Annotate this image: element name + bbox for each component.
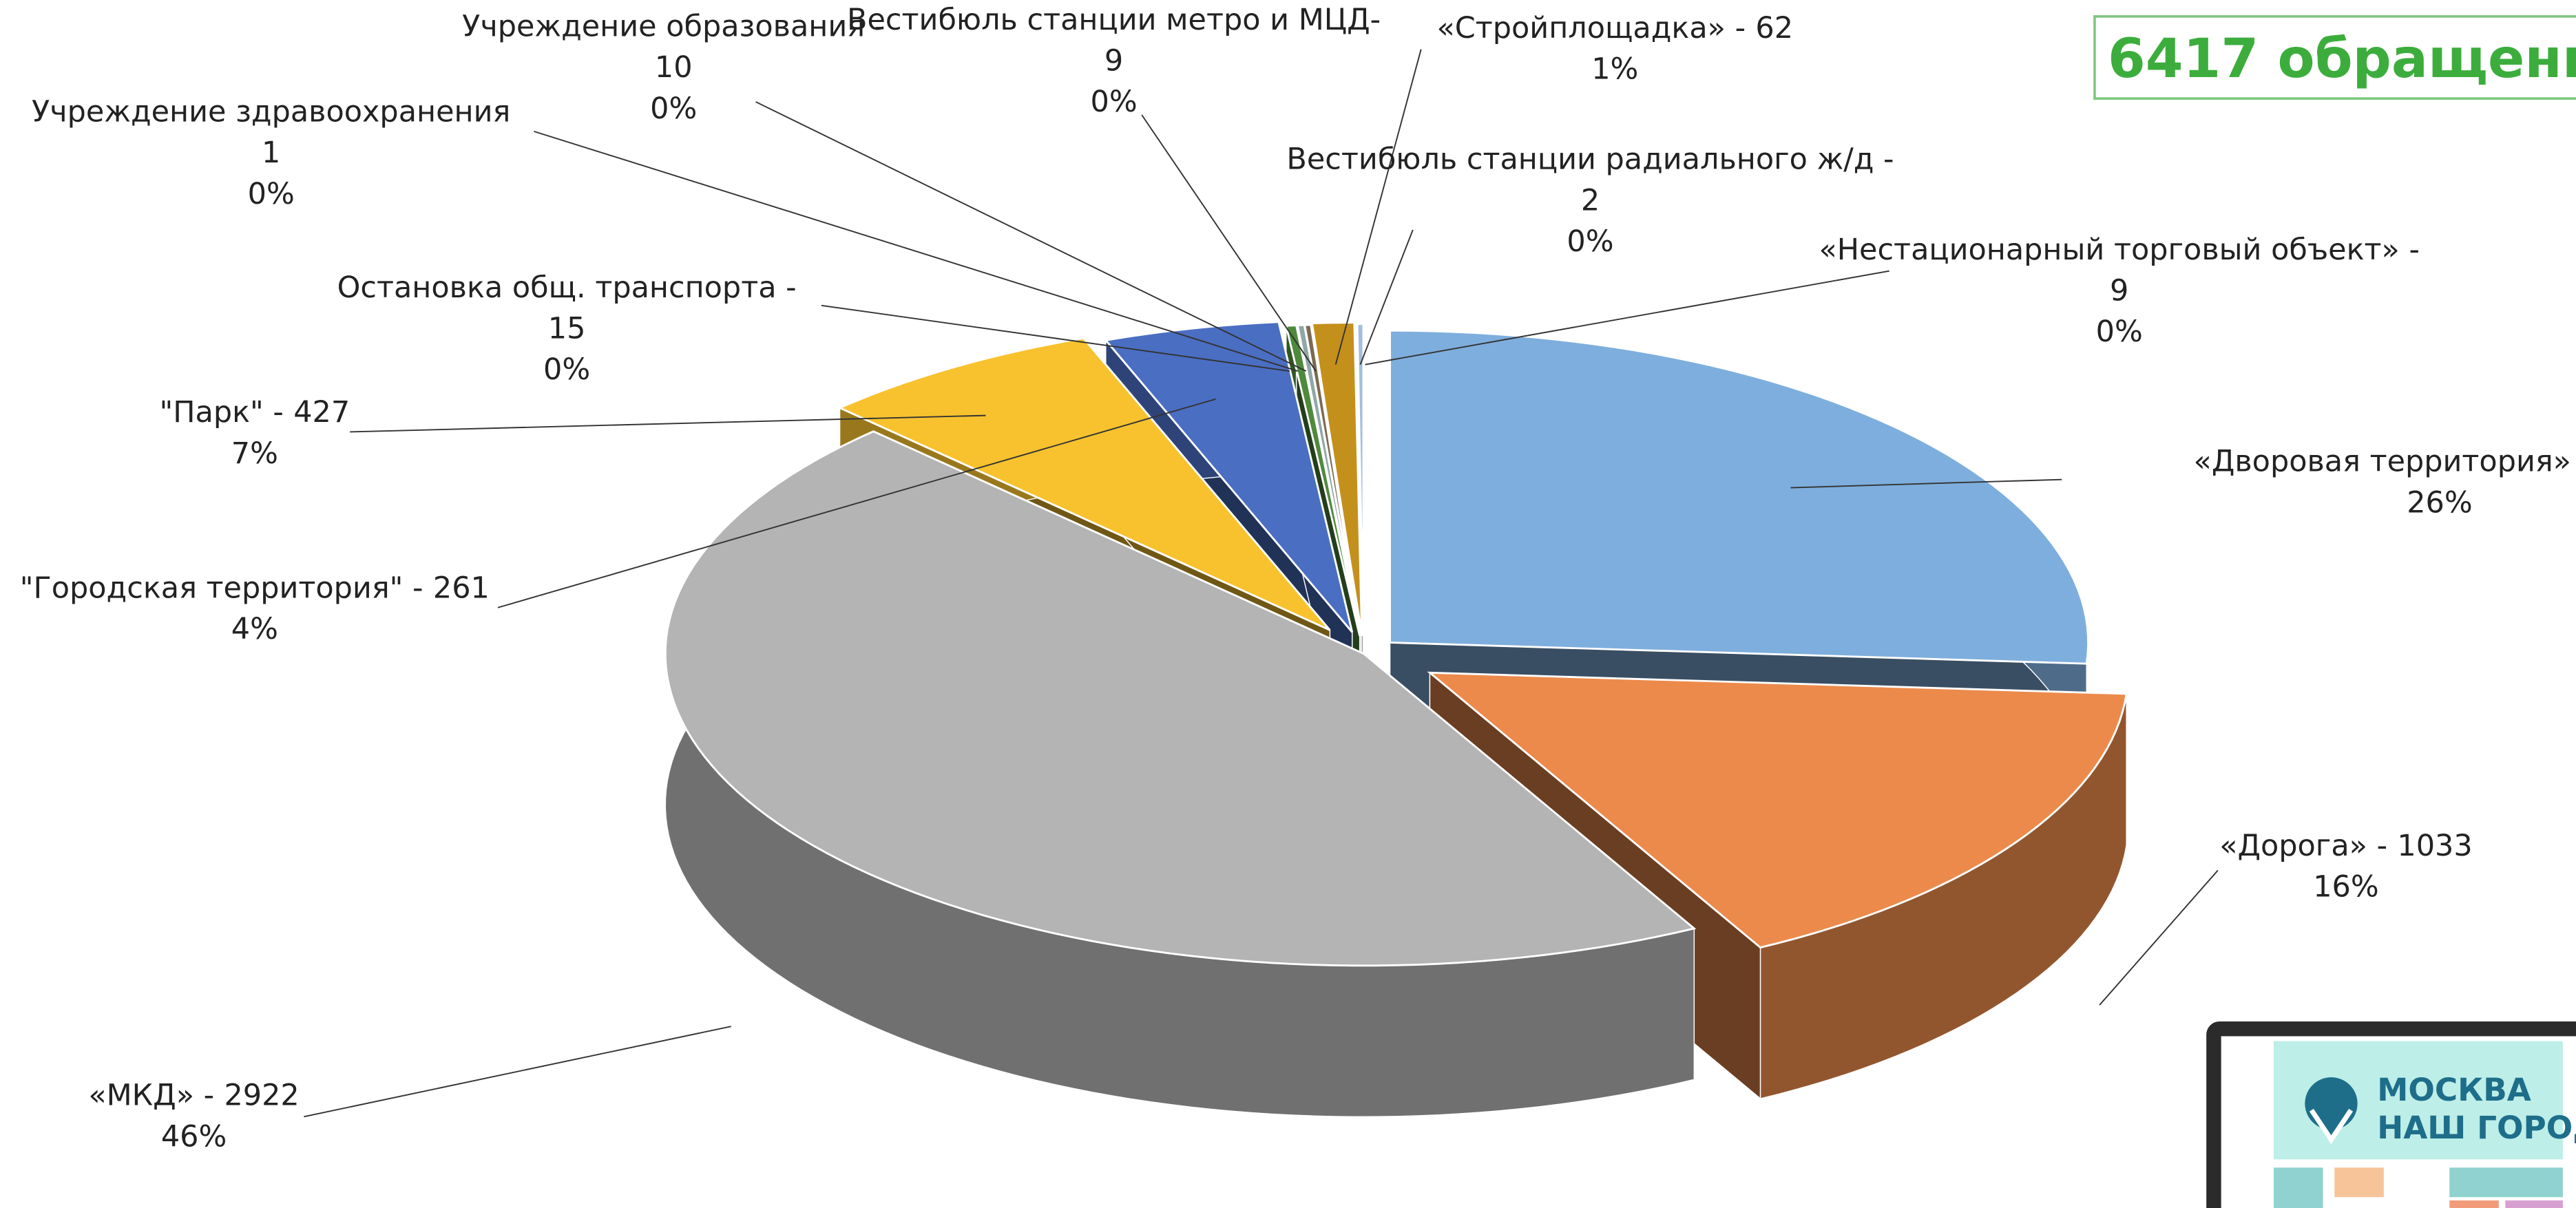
chart: «Дворовая территория» - 167626%«Дорога» … xyxy=(0,0,2576,1208)
logo-tile xyxy=(2274,1167,2323,1208)
pie xyxy=(665,322,2126,1117)
percent-label: 16% xyxy=(2313,870,2378,904)
value-label: 2 xyxy=(1581,183,1600,218)
category-label: Учреждение образования - xyxy=(462,9,885,43)
category-label: «Дворовая территория» - xyxy=(2194,445,2576,479)
percent-label: 0% xyxy=(650,92,697,126)
logo-tile xyxy=(2449,1167,2563,1197)
category-label: Вестибюль станции радиального ж/д - xyxy=(1286,142,1894,177)
percent-label: 1% xyxy=(1591,52,1638,87)
category-label: Вестибюль станции метро и МЦД- xyxy=(847,3,1381,37)
logo-line2: НАШ ГОРОД xyxy=(2377,1110,2576,1146)
category-label: "Городская территория" - xyxy=(20,571,423,605)
percent-label: 46% xyxy=(161,1119,227,1154)
percent-label: 0% xyxy=(248,177,295,211)
value-label: 9 xyxy=(2110,274,2128,308)
category-label: «Нестационарный торговый объект» - xyxy=(1819,233,2419,267)
category-label: «Стройплощадка» - xyxy=(1437,11,1746,45)
value-label: 2922 xyxy=(224,1079,299,1113)
value-label: 9 xyxy=(1104,44,1123,78)
percent-label: 0% xyxy=(1091,85,1138,119)
category-label: «МКД» - xyxy=(88,1079,214,1113)
category-label: "Парк" - xyxy=(159,395,283,430)
percent-label: 4% xyxy=(231,612,278,646)
percent-label: 26% xyxy=(2407,485,2472,520)
logo: МОСКВА НАШ ГОРОД xyxy=(2206,1021,2576,1208)
value-label: 15 xyxy=(548,311,586,346)
value-label: 10 xyxy=(655,50,693,85)
value-label: 1 xyxy=(262,136,280,170)
percent-label: 0% xyxy=(543,352,590,387)
logo-tile xyxy=(2449,1200,2499,1208)
logo-tile xyxy=(2334,1167,2384,1197)
category-label: Остановка общ. транспорта - xyxy=(337,271,797,305)
value-label: 427 xyxy=(293,395,350,430)
category-label: «Дорога» - xyxy=(2219,829,2387,863)
value-label: 261 xyxy=(433,571,490,605)
percent-label: 7% xyxy=(231,436,278,471)
logo-tile xyxy=(2505,1200,2563,1208)
category-label: Учреждение здравоохранения xyxy=(32,95,510,129)
percent-label: 0% xyxy=(2096,315,2143,349)
value-label: 62 xyxy=(1755,11,1793,45)
chart-title: 6417 обращени xyxy=(2108,27,2576,90)
value-label: 1033 xyxy=(2397,829,2472,863)
percent-label: 0% xyxy=(1567,224,1613,259)
logo-line1: МОСКВА xyxy=(2377,1072,2531,1108)
